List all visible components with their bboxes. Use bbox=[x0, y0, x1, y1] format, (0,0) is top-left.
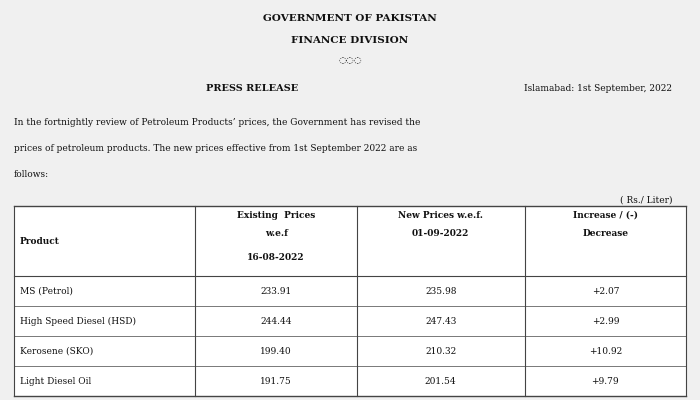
Text: Kerosene (SKO): Kerosene (SKO) bbox=[20, 346, 93, 356]
Text: GOVERNMENT OF PAKISTAN: GOVERNMENT OF PAKISTAN bbox=[263, 14, 437, 23]
Text: Decrease: Decrease bbox=[582, 230, 629, 238]
Text: w.e.f: w.e.f bbox=[265, 230, 288, 238]
Text: +2.07: +2.07 bbox=[592, 286, 619, 296]
Text: 201.54: 201.54 bbox=[425, 376, 456, 386]
Text: 199.40: 199.40 bbox=[260, 346, 292, 356]
Text: 244.44: 244.44 bbox=[260, 316, 292, 326]
Text: FINANCE DIVISION: FINANCE DIVISION bbox=[291, 36, 409, 45]
Text: 191.75: 191.75 bbox=[260, 376, 292, 386]
Text: Light Diesel Oil: Light Diesel Oil bbox=[20, 376, 91, 386]
Text: High Speed Diesel (HSD): High Speed Diesel (HSD) bbox=[20, 316, 136, 326]
Text: +10.92: +10.92 bbox=[589, 346, 622, 356]
Text: Existing  Prices: Existing Prices bbox=[237, 211, 315, 220]
Text: 247.43: 247.43 bbox=[425, 316, 456, 326]
Text: PRESS RELEASE: PRESS RELEASE bbox=[206, 84, 298, 93]
Text: New Prices w.e.f.: New Prices w.e.f. bbox=[398, 211, 483, 220]
Text: 210.32: 210.32 bbox=[425, 346, 456, 356]
Bar bbox=[14, 206, 686, 396]
Text: 233.91: 233.91 bbox=[260, 286, 292, 296]
Text: 01-09-2022: 01-09-2022 bbox=[412, 230, 470, 238]
Text: Increase / (-): Increase / (-) bbox=[573, 211, 638, 220]
Text: prices of petroleum products. The new prices effective from 1st September 2022 a: prices of petroleum products. The new pr… bbox=[14, 144, 417, 153]
Text: +9.79: +9.79 bbox=[592, 376, 620, 386]
Text: ◌◌◌: ◌◌◌ bbox=[338, 56, 362, 65]
Text: MS (Petrol): MS (Petrol) bbox=[20, 286, 73, 296]
Text: 16-08-2022: 16-08-2022 bbox=[247, 253, 305, 262]
Text: 235.98: 235.98 bbox=[425, 286, 456, 296]
Text: Product: Product bbox=[20, 236, 60, 246]
Text: ( Rs./ Liter): ( Rs./ Liter) bbox=[620, 196, 672, 205]
Text: Islamabad: 1st September, 2022: Islamabad: 1st September, 2022 bbox=[524, 84, 672, 93]
Text: In the fortnightly review of Petroleum Products’ prices, the Government has revi: In the fortnightly review of Petroleum P… bbox=[14, 118, 421, 127]
Text: +2.99: +2.99 bbox=[592, 316, 619, 326]
Text: follows:: follows: bbox=[14, 170, 49, 179]
